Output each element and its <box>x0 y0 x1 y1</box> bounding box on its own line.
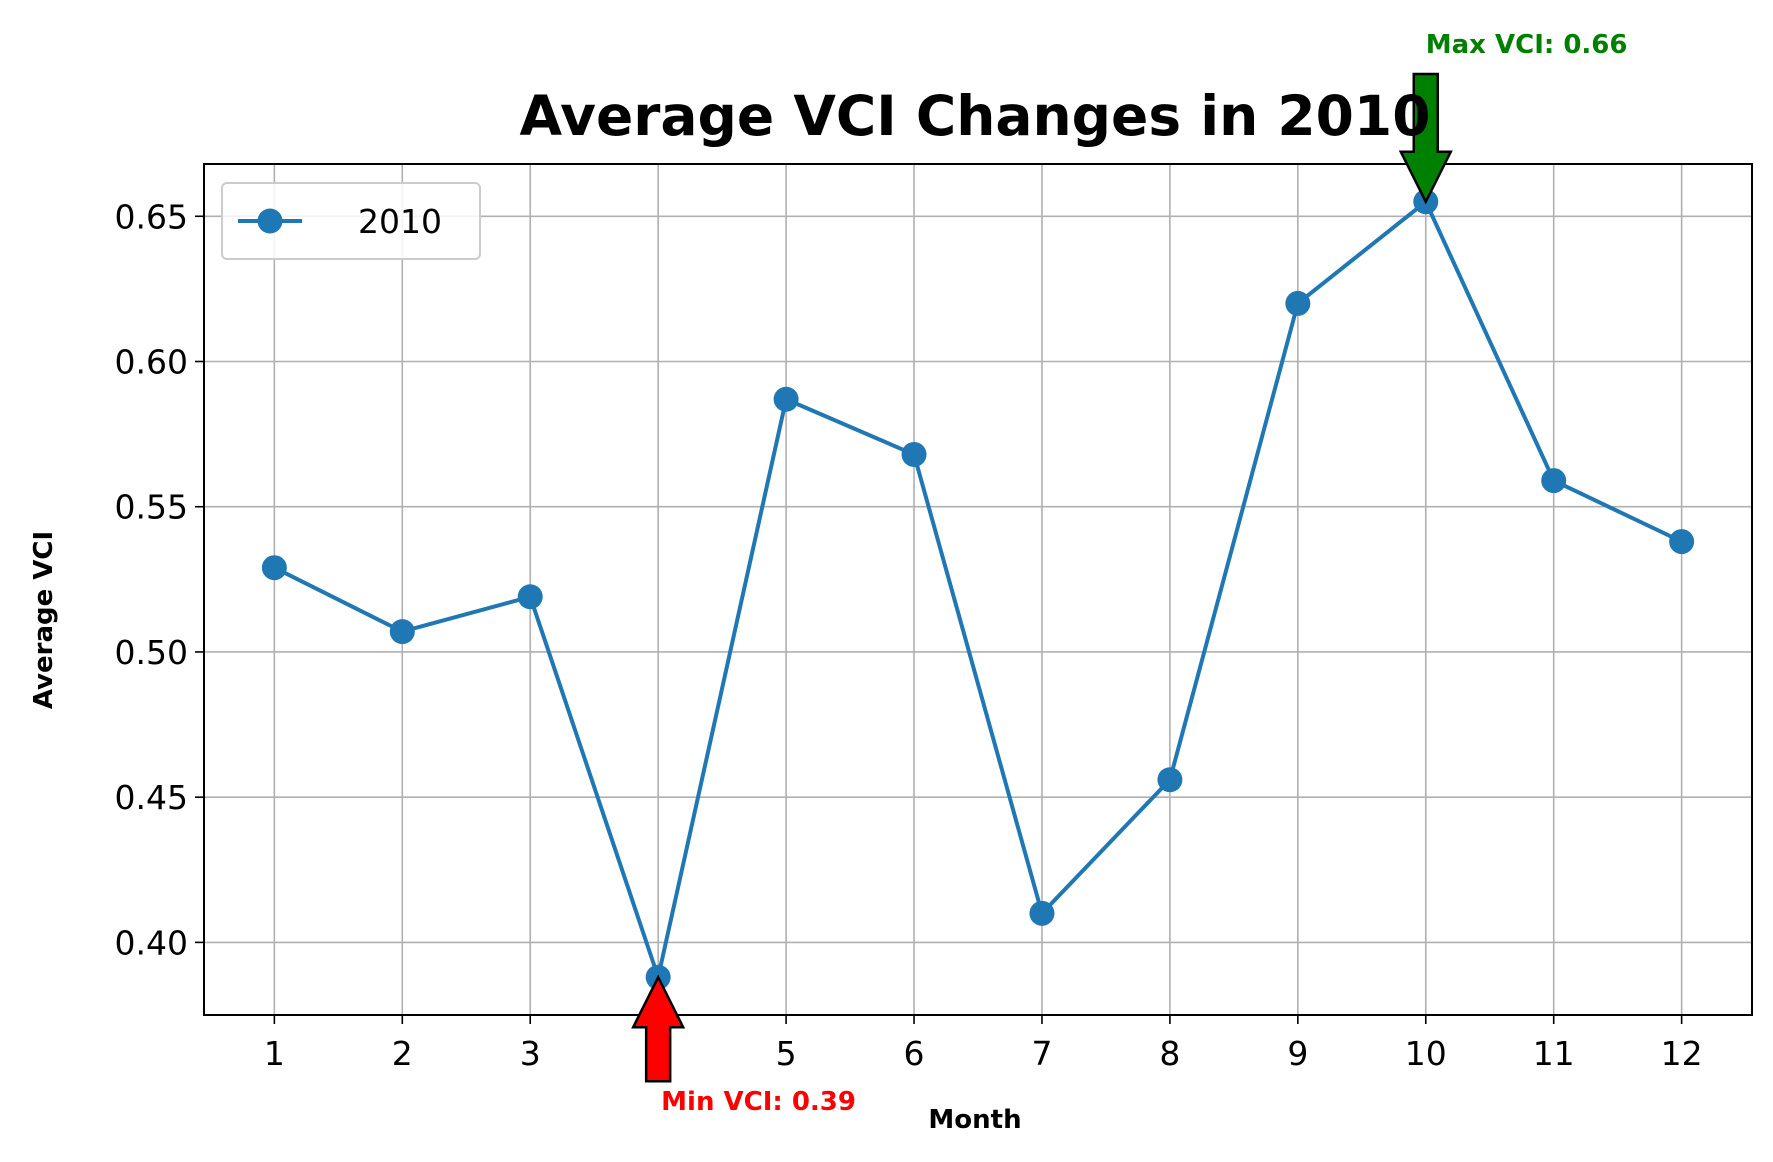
y-tick-label: 0.65 <box>115 197 188 236</box>
data-point <box>261 555 287 581</box>
x-tick-label: 3 <box>520 1034 541 1073</box>
x-tick-label: 7 <box>1031 1034 1052 1073</box>
data-point <box>517 584 543 610</box>
x-tick-label: 10 <box>1405 1034 1447 1073</box>
x-tick-label: 2 <box>392 1034 413 1073</box>
x-tick-label: 8 <box>1159 1034 1180 1073</box>
y-tick-label: 0.40 <box>115 923 188 962</box>
x-tick-label: 5 <box>776 1034 797 1073</box>
data-point <box>1669 529 1695 555</box>
plot-frame <box>203 163 1753 1016</box>
chart-title: Average VCI Changes in 2010 <box>520 84 1431 148</box>
data-point <box>1157 767 1183 793</box>
x-tick-label: 9 <box>1287 1034 1308 1073</box>
y-tick-label: 0.45 <box>115 778 188 817</box>
x-tick-label: 1 <box>264 1034 285 1073</box>
y-tick-label: 0.60 <box>115 343 188 382</box>
data-point <box>389 619 415 645</box>
y-axis: 0.40 0.45 0.50 0.55 0.60 0.65 <box>115 197 204 962</box>
max-arrow <box>1398 72 1453 205</box>
legend-dot-marker <box>257 208 283 234</box>
y-tick-label: 0.55 <box>115 488 188 527</box>
grid-lines <box>204 164 1752 1015</box>
series-line-2010 <box>273 199 1683 980</box>
x-tick-label: 11 <box>1533 1034 1575 1073</box>
series-layer <box>261 189 1695 990</box>
data-point <box>1285 290 1311 316</box>
min-annotation-label: Min VCI: 0.39 <box>661 1087 856 1117</box>
data-point <box>1029 900 1055 926</box>
x-tick-label: 12 <box>1661 1034 1703 1073</box>
y-tick-label: 0.50 <box>115 633 188 672</box>
data-point <box>773 386 799 412</box>
x-tick-label: 6 <box>904 1034 925 1073</box>
legend: 2010 <box>221 182 481 260</box>
y-axis-label: Average VCI <box>29 531 59 709</box>
data-point <box>901 441 927 467</box>
x-axis-label: Month <box>928 1105 1021 1135</box>
min-arrow <box>631 974 686 1083</box>
data-point <box>1541 468 1567 494</box>
legend-label: 2010 <box>358 202 442 241</box>
legend-box <box>221 182 481 260</box>
max-annotation-label: Max VCI: 0.66 <box>1426 30 1628 60</box>
annotations: Max VCI: 0.66 Min VCI: 0.39 <box>631 30 1628 1117</box>
